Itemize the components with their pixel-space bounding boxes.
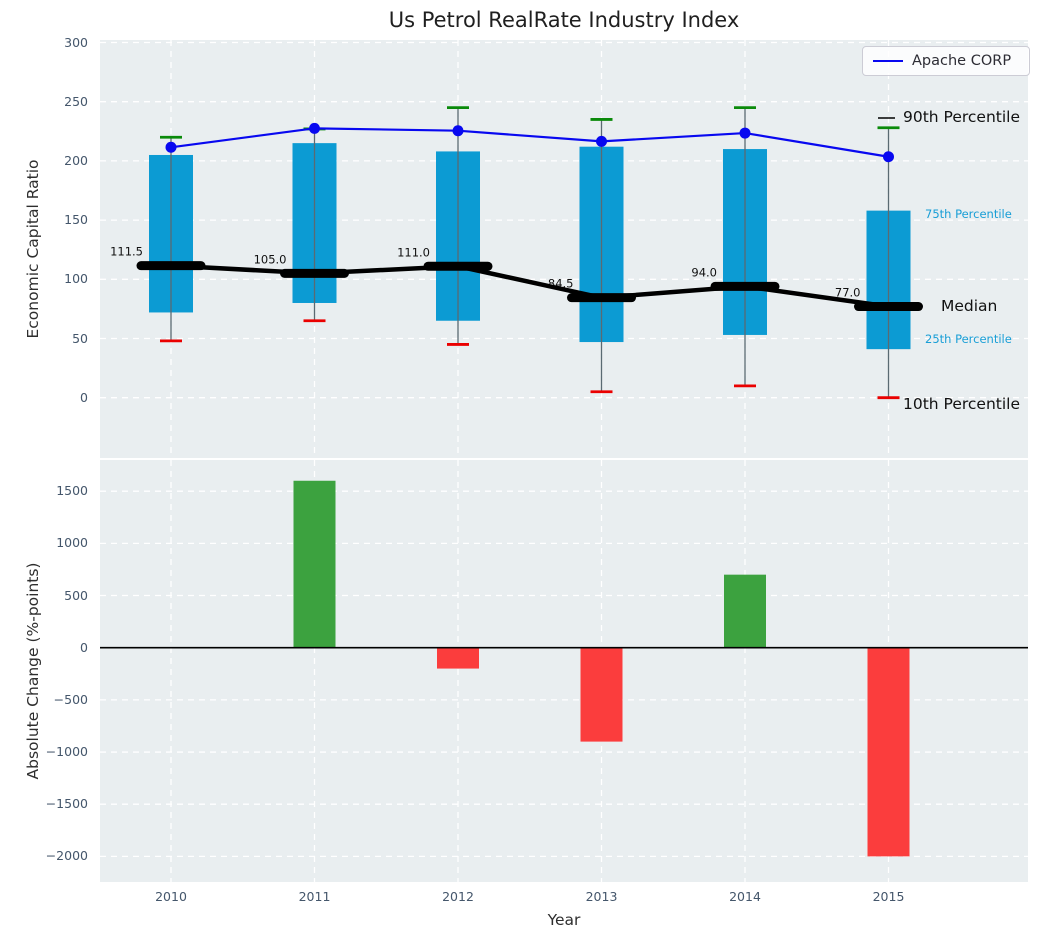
y-tick-label-bottom: 1500 [56, 483, 88, 499]
legend: Apache CORP [862, 46, 1030, 76]
median-value-label: 111.5 [110, 245, 143, 259]
bottom-panel [100, 460, 1028, 882]
apache-point [309, 122, 320, 134]
bar-negative [867, 647, 910, 857]
y-tick-label-bottom: −1500 [45, 796, 88, 812]
y-tick-label-top: 100 [64, 271, 88, 287]
annotation-90th-percentile: 90th Percentile [903, 108, 1021, 126]
y-tick-label-top: 200 [64, 152, 88, 168]
bar-negative [580, 647, 623, 742]
bar-positive [293, 480, 336, 648]
x-axis-label: Year [547, 911, 581, 929]
y-axis-label-top: Economic Capital Ratio [24, 159, 42, 339]
x-tick-label: 2014 [729, 889, 761, 904]
y-tick-label-bottom: 1000 [56, 535, 88, 551]
chart-title: Us Petrol RealRate Industry Index [388, 8, 740, 32]
y-axis-label-bottom: Absolute Change (%-points) [24, 562, 42, 780]
bar-canvas [100, 460, 1028, 882]
annotation-25th-percentile: 25th Percentile [925, 332, 1012, 346]
legend-label: Apache CORP [912, 53, 1012, 69]
median-value-label: 105.0 [254, 252, 287, 266]
apache-point [596, 135, 607, 147]
x-tick-label: 2010 [155, 889, 187, 904]
annotation-10th-percentile: 10th Percentile [903, 395, 1021, 413]
top-panel: 111.5 105.0 111.0 84.5 94.0 77.0 [100, 40, 1028, 458]
apache-line [170, 127, 889, 158]
y-tick-label-bottom: −500 [53, 691, 88, 707]
y-tick-label-bottom: −1000 [45, 744, 88, 760]
x-tick-label: 2011 [298, 889, 331, 904]
apache-point [739, 127, 751, 139]
bar-negative [437, 647, 479, 669]
y-tick-label-bottom: 500 [64, 587, 88, 603]
median-line [170, 263, 889, 309]
annotation-median: Median [941, 297, 998, 315]
median-value-label: 77.0 [835, 286, 861, 300]
bar-positive [724, 574, 766, 648]
apache-point [165, 141, 177, 153]
apache-point [452, 125, 464, 137]
median-value-label: 94.0 [691, 265, 717, 279]
y-tick-label-top: 250 [64, 93, 88, 109]
y-tick-label-bottom: −2000 [45, 848, 88, 864]
y-tick-label-top: 0 [80, 389, 88, 405]
y-tick-label-bottom: 0 [80, 639, 88, 655]
annotation-75th-percentile: 75th Percentile [925, 207, 1012, 221]
x-tick-label: 2012 [442, 889, 474, 904]
y-tick-label-top: 300 [64, 34, 88, 50]
y-tick-label-top: 50 [72, 330, 88, 346]
apache-point [883, 151, 894, 163]
x-tick-label: 2013 [585, 889, 618, 904]
median-value-label: 111.0 [397, 245, 430, 259]
y-tick-label-top: 150 [64, 212, 88, 228]
x-tick-label: 2015 [872, 889, 905, 904]
legend-line-sample [873, 60, 903, 62]
